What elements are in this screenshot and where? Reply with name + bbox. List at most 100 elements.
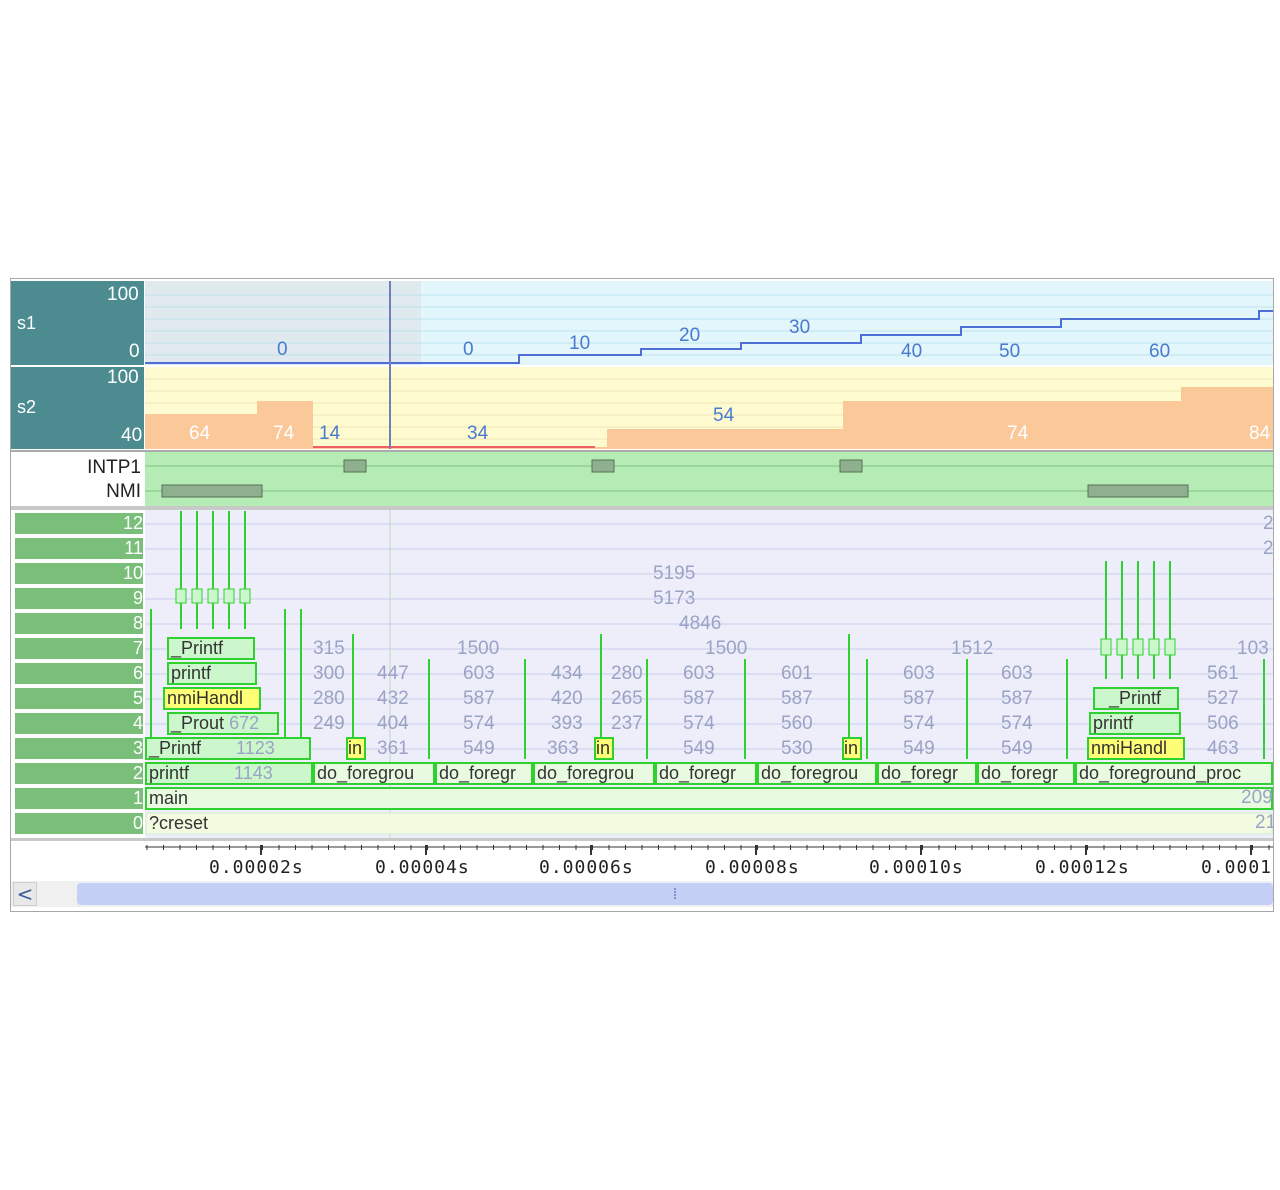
frame-printf-right-4[interactable]: printf: [1089, 712, 1181, 735]
frame-in-3[interactable]: in: [594, 737, 614, 760]
val-r5: 587: [903, 688, 935, 709]
axis-label: 0.0001: [1201, 857, 1273, 878]
frame-do-foreground[interactable]: do_foregr: [977, 762, 1075, 785]
row-label-3: 3: [15, 738, 143, 759]
axis-label: 0.00008s: [705, 857, 800, 878]
val-r3: 549: [683, 738, 715, 759]
frame-do-foreground[interactable]: do_foregrou: [313, 762, 435, 785]
val-r4: 506: [1207, 713, 1239, 734]
val-r6: 561: [1207, 663, 1239, 684]
val-r5: 587: [1001, 688, 1033, 709]
frame-prout-4[interactable]: _Prout 672: [167, 712, 279, 735]
axis-label: 0.00004s: [375, 857, 470, 878]
s2-val-84: 84: [1249, 423, 1271, 444]
axis-label: 0.00010s: [869, 857, 964, 878]
s2-waveform: [145, 387, 1273, 449]
axis-divider: [11, 838, 1273, 841]
s2-val-64: 64: [189, 423, 211, 444]
s2-ymax: 100: [107, 367, 139, 388]
val-r3: 530: [781, 738, 813, 759]
frame-printf-2[interactable]: printf 1143: [145, 762, 313, 785]
frame-in-3[interactable]: in: [346, 737, 366, 760]
val-r4: 574: [463, 713, 495, 734]
frame-do-foreground[interactable]: do_foregr: [435, 762, 533, 785]
frame-printf-7[interactable]: _Printf: [167, 637, 255, 660]
s2-ymin: 40: [121, 425, 143, 446]
val-r5: 587: [683, 688, 715, 709]
val-r6: 603: [463, 663, 495, 684]
val-r7: 1500: [705, 638, 748, 659]
signal-plot: [145, 452, 1273, 506]
intp1-pulse: [343, 459, 367, 473]
row-label-5: 5: [15, 688, 143, 709]
axis-label: 0.00002s: [209, 857, 304, 878]
val-r7: 103: [1237, 638, 1269, 659]
nmi-pulse: [1087, 484, 1189, 498]
val-r7: 1512: [951, 638, 994, 659]
signal-divider-2: [11, 506, 1273, 510]
val-r5: 265: [611, 688, 643, 709]
frame-do-foreground[interactable]: do_foregrou: [533, 762, 655, 785]
frame-in-3[interactable]: in: [842, 737, 862, 760]
val-r3: 549: [903, 738, 935, 759]
chevron-left-icon: <: [16, 882, 34, 906]
val-r6: 601: [781, 663, 813, 684]
s2-val-54: 54: [713, 405, 735, 426]
s1-val-0b: 0: [463, 339, 474, 360]
s1-val-20: 20: [679, 325, 701, 346]
frame-printf-3[interactable]: _Printf 1123: [145, 737, 311, 760]
s1-ymax: 100: [107, 284, 139, 305]
s1-ymin: 0: [129, 341, 140, 362]
frame-printf-right-5[interactable]: _Printf: [1093, 687, 1179, 710]
grip-icon: ⁞: [672, 884, 678, 903]
val-r7: 315: [313, 638, 345, 659]
frame-nmihandl-right-3[interactable]: nmiHandl: [1087, 737, 1185, 760]
scroll-thumb[interactable]: ⁞: [77, 883, 1273, 905]
val-r5: 587: [781, 688, 813, 709]
s1-waveform: [145, 310, 1273, 364]
intp1-pulse: [591, 459, 615, 473]
row-label-0: 0: [15, 813, 143, 834]
s2-val-74b: 74: [1007, 423, 1029, 444]
val-r6: 447: [377, 663, 409, 684]
val-right-11: 2: [1263, 538, 1274, 559]
val-r5: 587: [463, 688, 495, 709]
frame-nmihandl-5[interactable]: nmiHandl: [163, 687, 261, 710]
frame-main[interactable]: main: [145, 787, 1273, 810]
val-creset-right: 21: [1255, 812, 1273, 833]
val-r4: 574: [683, 713, 715, 734]
val-r5: 420: [551, 688, 583, 709]
val-main-right: 209: [1241, 787, 1273, 808]
row-label-8: 8: [15, 613, 143, 634]
val-r4: 249: [313, 713, 345, 734]
val-r8: 4846: [679, 613, 722, 634]
frame-do-foreground[interactable]: do_foregr: [877, 762, 977, 785]
val-r5: 527: [1207, 688, 1239, 709]
signal-label-area: [11, 452, 144, 506]
intp1-pulse: [839, 459, 863, 473]
analog-graphics: [145, 281, 1273, 449]
row-label-4: 4: [15, 713, 143, 734]
frame-do-foreground[interactable]: do_foreground_proc: [1075, 762, 1273, 785]
val-r7: 1500: [457, 638, 500, 659]
row-label-2: 2: [15, 763, 143, 784]
val-r4: 404: [377, 713, 409, 734]
axis-ticks: [145, 845, 1273, 855]
s2-label-area: [11, 367, 144, 449]
scroll-left-button[interactable]: <: [13, 882, 37, 906]
row-label-11: 11: [15, 538, 143, 559]
row-label-6: 6: [15, 663, 143, 684]
frame-do-foreground[interactable]: do_foregr: [655, 762, 757, 785]
val-r4: 560: [781, 713, 813, 734]
val-r6: 434: [551, 663, 583, 684]
frame-do-foreground[interactable]: do_foregrou: [757, 762, 877, 785]
trace-panel: s1 100 0 s2 100 40 0 0 10 20 30 40 50 60: [10, 278, 1274, 912]
s2-val-14: 14: [319, 423, 341, 444]
signal-divider: [11, 450, 1273, 452]
s1-val-60: 60: [1149, 341, 1171, 362]
row-label-1: 1: [15, 788, 143, 809]
frame-creset[interactable]: ?creset: [145, 812, 1273, 835]
signal-graphics: [145, 459, 1273, 498]
frame-printf-6[interactable]: printf: [167, 662, 257, 685]
s1-val-0a: 0: [277, 339, 288, 360]
